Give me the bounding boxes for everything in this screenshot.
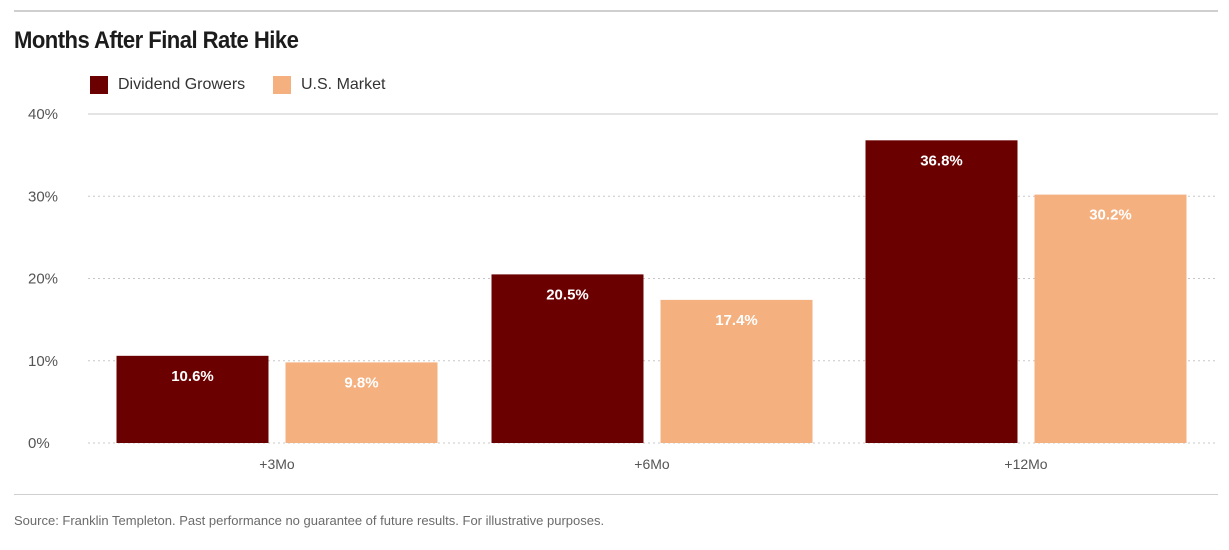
bar xyxy=(660,299,813,443)
bar-value-label: 17.4% xyxy=(715,312,758,329)
bar-value-label: 30.2% xyxy=(1089,207,1132,224)
bar-value-label: 36.8% xyxy=(920,152,963,169)
source-note: Source: Franklin Templeton. Past perform… xyxy=(14,513,605,528)
y-tick-label: 40% xyxy=(28,106,58,123)
x-tick-label: +3Mo xyxy=(259,456,295,472)
bar-value-label: 20.5% xyxy=(546,286,589,303)
legend-label-us-market: U.S. Market xyxy=(301,76,386,93)
bottom-rule xyxy=(14,494,1218,495)
bar-value-label: 9.8% xyxy=(344,374,378,391)
legend-swatch-dividend-growers xyxy=(90,76,108,94)
y-tick-label: 20% xyxy=(28,271,58,288)
top-rule xyxy=(14,10,1218,12)
bar xyxy=(116,355,269,443)
chart-title: Months After Final Rate Hike xyxy=(14,27,299,54)
legend-swatch-us-market xyxy=(273,76,291,94)
bar-value-label: 10.6% xyxy=(171,368,214,385)
x-tick-label: +6Mo xyxy=(634,456,670,472)
y-tick-label: 10% xyxy=(28,353,58,370)
bar xyxy=(865,140,1018,443)
legend-label-dividend-growers: Dividend Growers xyxy=(118,76,246,93)
y-tick-label: 0% xyxy=(28,435,50,452)
x-tick-label: +12Mo xyxy=(1004,456,1047,472)
y-tick-label: 30% xyxy=(28,188,58,205)
bar xyxy=(1034,194,1187,443)
bar xyxy=(491,274,644,443)
bar xyxy=(285,362,438,443)
bar-chart: 0% 10% 20% 30% 40% 10.6% 9.8% +3Mo 20.5% 17.4% +6M… xyxy=(28,106,1218,472)
